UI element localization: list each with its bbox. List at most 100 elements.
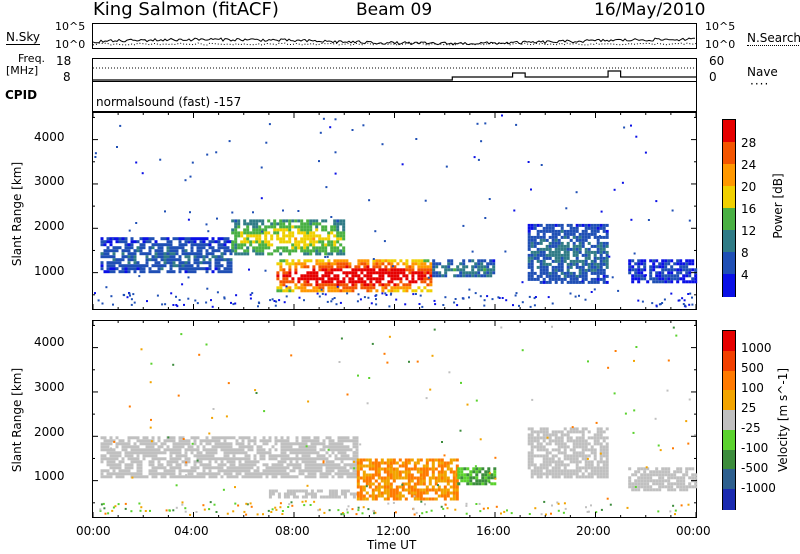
data-cell bbox=[673, 262, 677, 266]
data-cell bbox=[303, 274, 307, 278]
data-cell bbox=[348, 271, 352, 275]
data-cell bbox=[334, 492, 338, 496]
data-cell bbox=[446, 479, 450, 483]
data-cell bbox=[372, 277, 376, 281]
data-cell bbox=[288, 237, 292, 241]
noise-cell bbox=[150, 440, 153, 443]
data-cell bbox=[557, 223, 561, 227]
data-cell bbox=[590, 463, 594, 467]
data-cell bbox=[431, 461, 435, 465]
data-cell bbox=[267, 219, 271, 223]
data-cell bbox=[354, 274, 358, 278]
data-cell bbox=[313, 436, 317, 440]
noise-cell bbox=[322, 117, 325, 120]
data-cell bbox=[223, 252, 227, 256]
data-cell bbox=[339, 283, 343, 287]
data-cell bbox=[160, 249, 164, 253]
data-cell bbox=[331, 475, 335, 479]
data-cell bbox=[151, 258, 155, 262]
data-cell bbox=[386, 497, 390, 501]
data-cell bbox=[252, 228, 256, 232]
noise-cell bbox=[487, 507, 489, 510]
data-cell bbox=[169, 466, 173, 470]
data-cell bbox=[295, 460, 299, 464]
data-cell bbox=[530, 475, 534, 479]
data-cell bbox=[396, 271, 400, 275]
data-cell bbox=[596, 469, 600, 473]
data-cell bbox=[372, 265, 376, 269]
data-cell bbox=[655, 280, 659, 284]
noise-cell bbox=[324, 256, 327, 258]
data-cell bbox=[115, 246, 119, 250]
noise-cell bbox=[530, 188, 532, 191]
noise-cell bbox=[473, 156, 476, 159]
data-cell bbox=[685, 280, 689, 284]
data-cell bbox=[166, 258, 170, 262]
data-cell bbox=[250, 463, 254, 467]
data-cell bbox=[226, 442, 230, 446]
data-cell bbox=[118, 463, 122, 467]
colorbar-swatch bbox=[723, 489, 735, 510]
data-cell bbox=[136, 457, 140, 461]
data-cell bbox=[360, 286, 364, 290]
data-cell bbox=[255, 252, 259, 256]
data-cell bbox=[371, 464, 375, 468]
data-cell bbox=[241, 466, 245, 470]
noise-cell bbox=[362, 124, 365, 127]
data-cell bbox=[190, 451, 194, 455]
data-cell bbox=[569, 436, 573, 440]
data-cell bbox=[569, 271, 573, 275]
data-cell bbox=[196, 451, 200, 455]
noise-cell bbox=[688, 303, 691, 306]
data-cell bbox=[205, 270, 209, 274]
data-cell bbox=[557, 274, 561, 278]
data-cell bbox=[169, 463, 173, 467]
data-cell bbox=[169, 454, 173, 458]
data-cell bbox=[196, 460, 200, 464]
noise-cell bbox=[465, 512, 468, 515]
noise-cell bbox=[281, 510, 284, 512]
data-cell bbox=[605, 472, 609, 476]
data-cell bbox=[575, 229, 579, 233]
data-cell bbox=[264, 243, 268, 247]
data-cell bbox=[247, 457, 251, 461]
data-cell bbox=[139, 466, 143, 470]
noise-cell bbox=[319, 131, 322, 134]
data-cell bbox=[172, 466, 176, 470]
data-cell bbox=[301, 436, 305, 440]
data-cell bbox=[196, 264, 200, 268]
noise-cell bbox=[104, 512, 107, 515]
data-cell bbox=[288, 265, 292, 269]
data-cell bbox=[426, 283, 430, 287]
noise-cell bbox=[420, 476, 423, 479]
data-cell bbox=[548, 469, 552, 473]
data-cell bbox=[291, 277, 295, 281]
noise-cell bbox=[285, 295, 288, 298]
data-cell bbox=[369, 280, 373, 284]
data-cell bbox=[569, 223, 573, 227]
data-cell bbox=[398, 497, 402, 501]
data-cell bbox=[277, 439, 281, 443]
data-cell bbox=[133, 270, 137, 274]
data-cell bbox=[413, 488, 417, 492]
noise-cell bbox=[175, 484, 178, 487]
data-cell bbox=[130, 258, 134, 262]
data-cell bbox=[208, 252, 212, 256]
data-cell bbox=[447, 259, 451, 263]
data-cell bbox=[157, 264, 161, 268]
data-cell bbox=[325, 495, 329, 499]
data-cell bbox=[205, 261, 209, 265]
data-cell bbox=[590, 448, 594, 452]
data-cell bbox=[530, 445, 534, 449]
data-cell bbox=[446, 491, 450, 495]
data-cell bbox=[235, 442, 239, 446]
noise-cell bbox=[196, 459, 199, 462]
data-cell bbox=[115, 436, 119, 440]
data-cell bbox=[417, 259, 421, 263]
data-cell bbox=[100, 448, 104, 452]
data-cell bbox=[172, 249, 176, 253]
data-cell bbox=[527, 274, 531, 278]
data-cell bbox=[539, 262, 543, 266]
data-cell bbox=[184, 448, 188, 452]
data-cell bbox=[106, 457, 110, 461]
